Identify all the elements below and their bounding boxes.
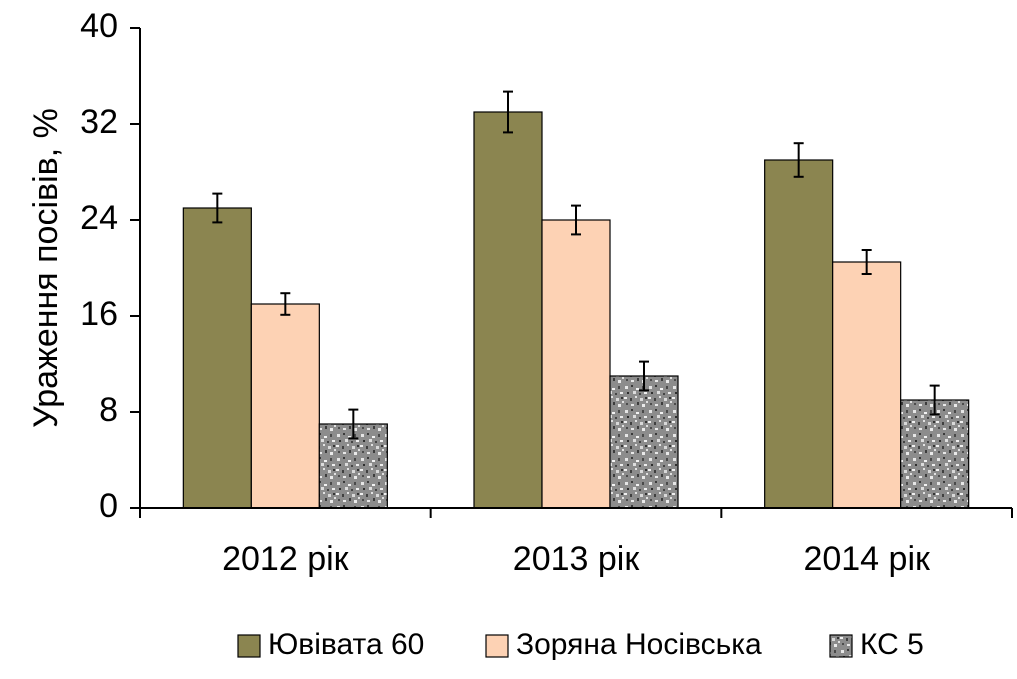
y-tick-label: 32 bbox=[80, 103, 118, 141]
bar bbox=[900, 399, 970, 509]
bar bbox=[541, 219, 611, 509]
y-tick-label: 16 bbox=[80, 295, 118, 333]
bar bbox=[832, 261, 902, 509]
x-category-label: 2013 рік bbox=[513, 540, 641, 578]
x-category-label: 2012 рік bbox=[222, 540, 350, 578]
x-axis-labels: 2012 рік 2013 рік 2014 рік bbox=[222, 540, 931, 578]
legend: Ювівата 60 Зоряна Носівська КС 5 bbox=[237, 628, 924, 661]
bar bbox=[764, 159, 834, 509]
legend-label: Ювівата 60 bbox=[268, 628, 424, 661]
y-tick-label: 24 bbox=[80, 199, 118, 237]
legend-swatch bbox=[485, 634, 509, 658]
y-axis-ticks: 0 8 16 24 32 40 bbox=[80, 7, 140, 525]
bar bbox=[473, 111, 543, 509]
bar bbox=[250, 303, 320, 509]
bar bbox=[609, 375, 679, 509]
y-tick-label: 40 bbox=[80, 7, 118, 45]
legend-swatch bbox=[237, 634, 261, 658]
x-axis-ticks bbox=[139, 508, 1013, 518]
y-tick-label: 8 bbox=[99, 391, 118, 429]
y-tick-label: 0 bbox=[99, 487, 118, 525]
error-bars-group bbox=[212, 90, 940, 440]
legend-swatch bbox=[829, 634, 853, 658]
bar-series-group bbox=[182, 111, 970, 509]
y-axis-title: Ураження посівів, % bbox=[27, 108, 65, 428]
legend-label: Зоряна Носівська bbox=[516, 628, 762, 661]
bar bbox=[182, 207, 252, 509]
x-category-label: 2014 рік bbox=[803, 540, 931, 578]
legend-label: КС 5 bbox=[860, 628, 924, 661]
y-axis-title-group: Ураження посівів, % bbox=[27, 108, 65, 428]
